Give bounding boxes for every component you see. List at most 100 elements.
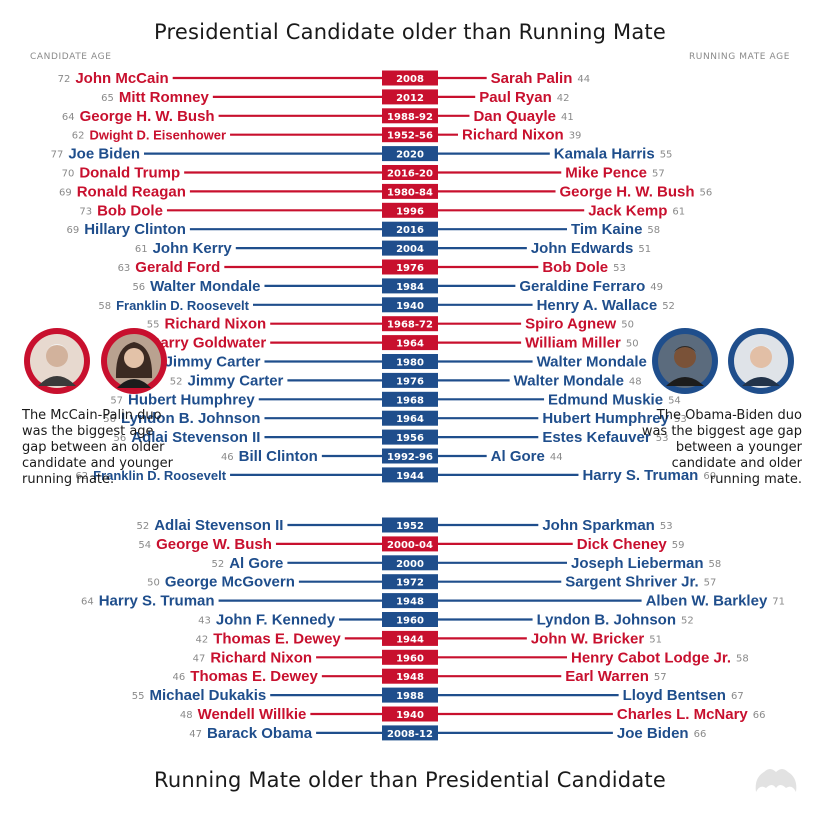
year-label: 1952-56: [387, 131, 433, 142]
year-badge: [382, 278, 438, 294]
candidate-age: 63: [118, 263, 131, 274]
year-badge: [382, 593, 438, 609]
candidate-name: Thomas E. Dewey: [213, 630, 341, 647]
year-badge: [382, 221, 438, 237]
candidate-name: Joe Biden: [68, 146, 140, 163]
candidate-name: Thomas E. Dewey: [190, 668, 318, 685]
running-mate-name: Joe Biden: [617, 725, 689, 742]
year-label: 2016: [396, 225, 424, 236]
running-mate-name: John W. Bricker: [531, 630, 645, 647]
running-mate-age: 53: [674, 414, 687, 425]
caption-obama-biden: The Obama-Biden duo was the biggest age …: [641, 408, 802, 487]
running-mate-age: 53: [613, 263, 626, 274]
candidate-name: Hubert Humphrey: [128, 391, 255, 408]
running-mate-age: 71: [772, 597, 785, 608]
candidate-age: 69: [66, 225, 79, 236]
candidate-name: George W. Bush: [156, 536, 272, 553]
candidate-name: Hillary Clinton: [84, 221, 186, 238]
year-badge: [382, 448, 438, 464]
running-mate-name: Estes Kefauver: [542, 429, 651, 446]
candidate-name: Barry Goldwater: [149, 335, 266, 352]
candidate-age: 48: [180, 710, 193, 721]
running-mate-age: 52: [662, 301, 675, 312]
year-badge: [382, 410, 438, 426]
candidate-name: John F. Kennedy: [216, 612, 336, 629]
year-label: 2008: [396, 74, 424, 85]
running-mate-age: 44: [577, 74, 590, 85]
candidate-age: 56: [114, 433, 127, 444]
candidate-name: Barack Obama: [207, 725, 313, 742]
year-label: 1980: [396, 358, 424, 369]
year-badge: [382, 706, 438, 722]
running-mate-age: 54: [668, 395, 681, 406]
year-badge: [382, 127, 438, 143]
running-mate-name: John Edwards: [531, 240, 634, 257]
year-label: 2016-20: [387, 169, 433, 180]
running-mate-name: Walter Mondale: [537, 354, 647, 371]
candidate-age: 50: [147, 578, 160, 589]
year-label: 1960: [396, 653, 424, 664]
running-mate-name: Walter Mondale: [514, 372, 624, 389]
year-badge: [382, 108, 438, 124]
running-mate-name: Lyndon B. Johnson: [537, 612, 676, 629]
running-mate-age: 60: [703, 471, 716, 482]
candidate-name: Harry S. Truman: [99, 593, 215, 610]
year-badge: [382, 668, 438, 684]
running-mate-name: Joseph Lieberman: [571, 555, 704, 572]
running-mate-age: 53: [656, 433, 669, 444]
candidate-name: Richard Nixon: [210, 649, 312, 666]
year-badge: [382, 725, 438, 741]
year-badge: [382, 297, 438, 313]
candidate-age: 56: [103, 414, 116, 425]
running-mate-name: Al Gore: [491, 448, 545, 465]
candidate-age: 46: [221, 452, 234, 463]
running-mate-age: 66: [753, 710, 766, 721]
running-mate-name: Sargent Shriver Jr.: [565, 574, 698, 591]
candidate-age-label: CANDIDATE AGE: [30, 52, 112, 62]
running-mate-age: 50: [621, 320, 634, 331]
year-label: 1972: [396, 578, 424, 589]
year-badge: [382, 574, 438, 590]
candidate-age: 72: [58, 74, 71, 85]
candidate-age: 64: [62, 112, 75, 123]
candidate-name: Franklin D. Roosevelt: [93, 468, 227, 483]
candidate-age: 65: [101, 93, 114, 104]
candidate-name: Al Gore: [229, 555, 283, 572]
year-label: 1956: [396, 433, 424, 444]
running-mate-age: 61: [672, 206, 685, 217]
running-mate-age: 58: [709, 559, 722, 570]
running-mate-name: Bob Dole: [542, 259, 608, 276]
year-badge: [382, 372, 438, 388]
running-mate-name: Charles L. McNary: [617, 706, 749, 723]
candidate-age: 52: [211, 559, 224, 570]
candidate-name: Bob Dole: [97, 202, 163, 219]
candidate-age: 43: [198, 616, 211, 627]
year-label: 1964: [396, 414, 424, 425]
candidate-name: Donald Trump: [79, 165, 180, 182]
portrait-icon: [30, 334, 84, 388]
candidate-name: Adlai Stevenson II: [154, 517, 283, 534]
year-label: 2008-12: [387, 729, 433, 740]
candidate-age: 57: [110, 395, 123, 406]
candidate-age: 54: [138, 540, 151, 551]
candidate-name: John Kerry: [153, 240, 233, 257]
running-mate-name: Dick Cheney: [577, 536, 668, 553]
year-badge: [382, 649, 438, 665]
candidate-name: Adlai Stevenson II: [131, 429, 260, 446]
running-mate-age: 57: [652, 169, 665, 180]
candidate-name: Dwight D. Eisenhower: [90, 128, 227, 143]
running-mate-age: 59: [672, 540, 685, 551]
year-badge: [382, 202, 438, 218]
candidate-age: 62: [72, 131, 85, 142]
running-mate-name: John Sparkman: [542, 517, 655, 534]
candidate-age: 58: [98, 301, 111, 312]
year-label: 1948: [396, 597, 424, 608]
year-badge: [382, 259, 438, 275]
year-badge: [382, 612, 438, 627]
running-mate-name: Kamala Harris: [554, 146, 655, 163]
candidate-age: 55: [132, 691, 145, 702]
year-label: 2020: [396, 150, 424, 161]
year-label: 1940: [396, 301, 424, 312]
candidate-age: 77: [51, 150, 64, 161]
candidate-age: 64: [81, 597, 94, 608]
